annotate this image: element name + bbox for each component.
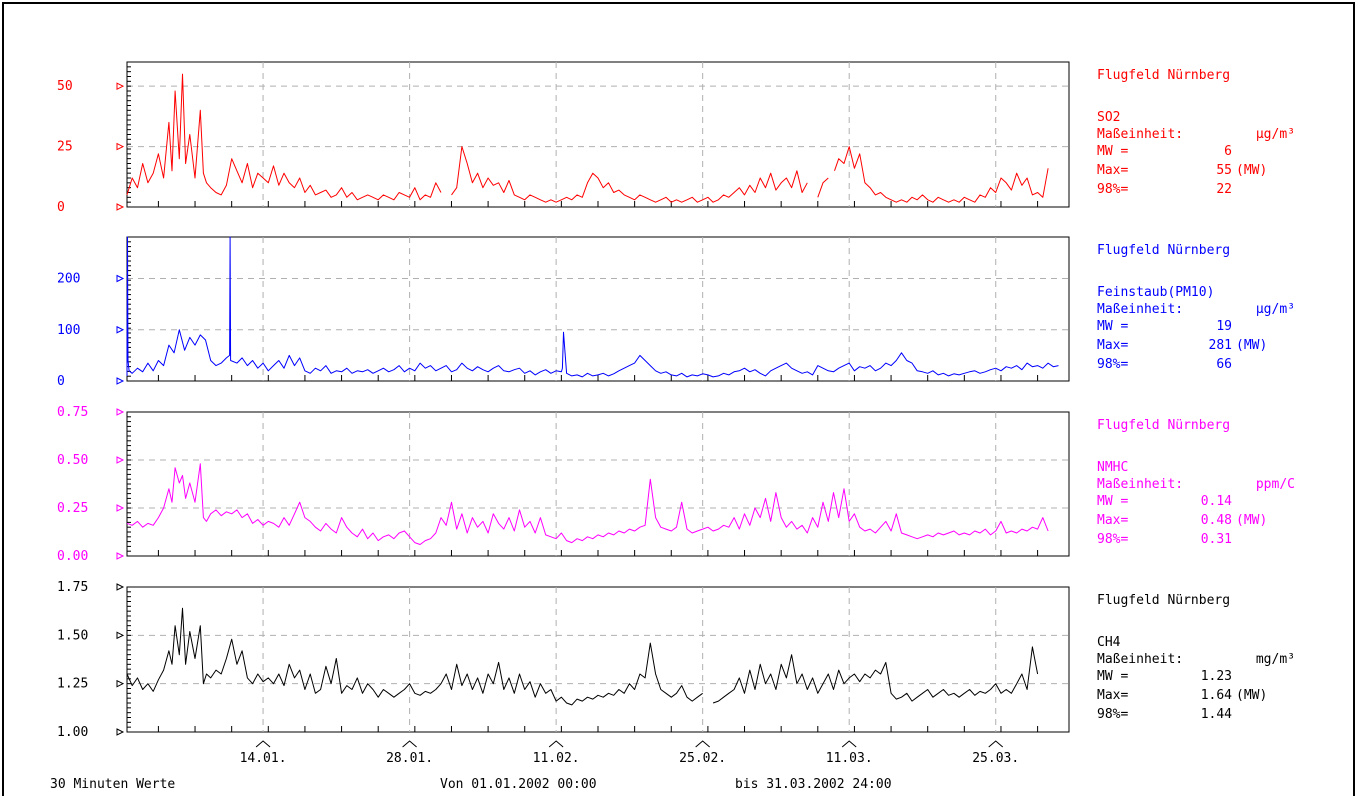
unit-label: Maßeinheit:: [1097, 652, 1183, 667]
y-tick-label: 25: [57, 140, 73, 155]
stat-value: 281: [1209, 338, 1232, 353]
x-label-caret: [255, 740, 271, 748]
stat-value: 1.64: [1201, 688, 1232, 703]
series-line-nmhc: [126, 463, 1049, 545]
period-end: bis 31.03.2002 24:00: [735, 777, 892, 792]
stat-value: 55: [1216, 163, 1232, 178]
x-label-caret: [841, 740, 857, 748]
y-tick-marker: [116, 274, 125, 283]
stat-label: Max=: [1097, 513, 1128, 528]
y-tick-label: 0: [57, 200, 65, 215]
stat-label: 98%=: [1097, 707, 1128, 722]
stat-value: 6: [1224, 144, 1232, 159]
x-tick-label: 11.03.: [826, 751, 873, 766]
x-label-caret: [548, 740, 564, 748]
stat-value: 0.48: [1201, 513, 1232, 528]
stat-label: MW =: [1097, 144, 1128, 159]
stat-value: 22: [1216, 182, 1232, 197]
x-tick-label: 28.01.: [386, 751, 433, 766]
x-label-caret: [695, 740, 710, 748]
series-line-so2: [126, 73, 1049, 203]
component-name: Feinstaub(PM10): [1097, 285, 1214, 300]
stat-label: Max=: [1097, 163, 1128, 178]
y-tick-marker: [116, 142, 125, 151]
unit-label: Maßeinheit:: [1097, 477, 1183, 492]
y-tick-marker: [116, 82, 125, 90]
y-tick-marker: [116, 728, 125, 736]
unit-value: µg/m³: [1256, 127, 1295, 142]
stat-value: 19: [1216, 319, 1232, 334]
stat-label: 98%=: [1097, 532, 1128, 547]
unit-value: µg/m³: [1256, 302, 1295, 317]
stat-suffix: (MW): [1236, 338, 1267, 353]
y-tick-label: 50: [57, 79, 73, 94]
period-start: Von 01.01.2002 00:00: [440, 777, 597, 792]
component-name: SO2: [1097, 110, 1120, 125]
stat-suffix: (MW): [1236, 688, 1267, 703]
stat-label: Max=: [1097, 338, 1128, 353]
y-tick-label: 1.00: [57, 725, 88, 740]
y-tick-label: 0.75: [57, 405, 88, 420]
y-tick-label: 0.00: [57, 549, 88, 564]
station-name: Flugfeld Nürnberg: [1097, 68, 1230, 83]
stat-label: MW =: [1097, 319, 1128, 334]
stat-value: 0.14: [1201, 494, 1232, 509]
x-label-caret: [402, 740, 417, 748]
y-tick-marker: [116, 325, 125, 334]
y-tick-marker: [116, 203, 125, 211]
unit-label: Maßeinheit:: [1097, 302, 1183, 317]
interval-label: 30 Minuten Werte: [50, 777, 176, 792]
stat-label: 98%=: [1097, 182, 1128, 197]
stat-suffix: (MW): [1236, 513, 1267, 528]
panel-feinstaub-pm10-: 0 100 200 Flugfeld Nürnberg Feinstaub(PM10) M…: [57, 236, 1295, 389]
y-tick-marker: [116, 408, 125, 416]
y-tick-label: 0.25: [57, 501, 88, 516]
y-tick-label: 1.75: [57, 580, 88, 595]
x-label-caret: [988, 740, 1004, 748]
station-name: Flugfeld Nürnberg: [1097, 418, 1230, 433]
y-tick-label: 1.50: [57, 628, 88, 643]
stat-value: 66: [1216, 357, 1232, 372]
unit-value: mg/m³: [1256, 652, 1295, 667]
y-tick-marker: [116, 631, 125, 640]
y-tick-marker: [116, 377, 125, 385]
panel-nmhc: 0.00 0.25 0.50 0.75 Flugfeld Nürnberg NMHC Maß…: [57, 405, 1295, 564]
y-tick-marker: [116, 552, 125, 560]
stat-label: MW =: [1097, 669, 1128, 684]
component-name: CH4: [1097, 635, 1121, 650]
series-line-ch4: [126, 607, 1039, 706]
y-tick-label: 0: [57, 374, 65, 389]
unit-label: Maßeinheit:: [1097, 127, 1183, 142]
panel-so2: 0 25 50 Flugfeld Nürnberg SO2 Maßeinheit: µg/m…: [57, 61, 1295, 215]
y-tick-label: 0.50: [57, 453, 88, 468]
x-tick-label: 25.03.: [972, 751, 1019, 766]
station-name: Flugfeld Nürnberg: [1097, 593, 1230, 608]
x-tick-label: 25.02.: [679, 751, 726, 766]
y-tick-label: 200: [57, 272, 80, 287]
y-tick-marker: [116, 583, 125, 591]
stat-suffix: (MW): [1236, 163, 1267, 178]
component-name: NMHC: [1097, 460, 1128, 475]
station-name: Flugfeld Nürnberg: [1097, 243, 1230, 258]
stat-value: 1.44: [1201, 707, 1232, 722]
y-tick-label: 1.25: [57, 677, 88, 692]
x-tick-label: 11.02.: [533, 751, 580, 766]
y-tick-marker: [116, 504, 125, 512]
stat-value: 1.23: [1201, 669, 1232, 684]
y-tick-marker: [116, 679, 125, 688]
panel-ch4: 1.00 1.25 1.50 1.75 Flugfeld Nürnberg CH4 Maße…: [57, 580, 1295, 740]
stat-label: Max=: [1097, 688, 1128, 703]
unit-value: ppm/C: [1256, 477, 1295, 492]
stat-label: 98%=: [1097, 357, 1128, 372]
x-tick-label: 14.01.: [240, 751, 287, 766]
y-tick-marker: [116, 456, 125, 464]
stat-value: 0.31: [1201, 532, 1232, 547]
y-tick-label: 100: [57, 323, 80, 338]
series-line-feinstaub-pm10-: [126, 236, 1059, 378]
stat-label: MW =: [1097, 494, 1128, 509]
